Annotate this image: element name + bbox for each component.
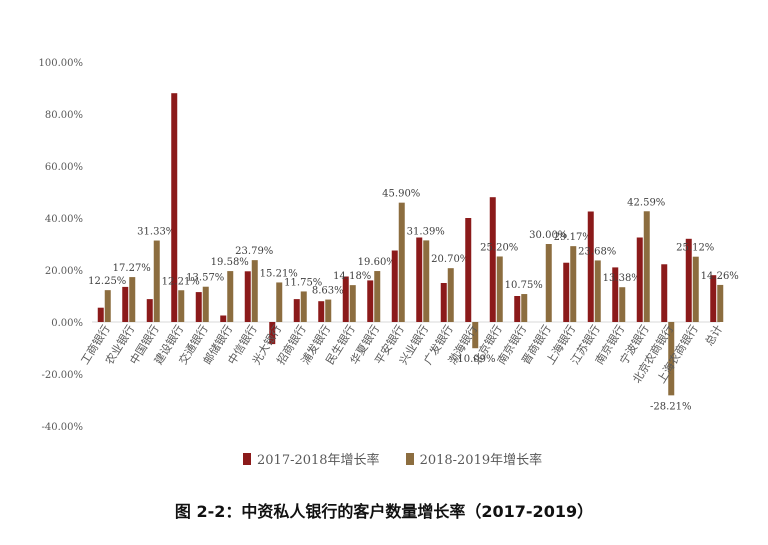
bar-series-2 xyxy=(668,322,675,396)
bar-series-1 xyxy=(563,262,570,322)
bar-series-1 xyxy=(146,299,153,322)
data-label: 15.21% xyxy=(260,268,298,279)
bar-series-1 xyxy=(122,286,129,322)
y-tick-label: -40.00% xyxy=(41,422,83,433)
legend-label-series-1: 2017-2018年增长率 xyxy=(257,453,380,468)
data-label: 8.63% xyxy=(312,286,344,297)
data-label: 19.58% xyxy=(211,257,249,268)
bar-series-1 xyxy=(269,322,276,345)
bar-series-2 xyxy=(129,277,136,322)
bar-series-1 xyxy=(391,250,398,322)
bar-chart: 100.00% 80.00% 60.00% 40.00% 20.00% 0.00% -20.… xyxy=(39,58,739,433)
bar-series-2 xyxy=(717,284,724,322)
data-label: 13.57% xyxy=(186,273,224,284)
legend-label-series-2: 2018-2019年增长率 xyxy=(419,453,543,468)
bar-series-2 xyxy=(202,286,209,322)
data-label: 29.17% xyxy=(554,232,592,243)
data-label: -10.09% xyxy=(454,354,496,365)
y-tick-label: 60.00% xyxy=(45,162,83,173)
data-label: 45.90% xyxy=(382,189,420,200)
data-label: 23.68% xyxy=(578,246,616,257)
data-label: 13.38% xyxy=(603,273,641,284)
data-label: 31.39% xyxy=(407,226,445,237)
bar-series-1 xyxy=(612,267,619,322)
bar-series-1 xyxy=(342,276,349,322)
bar-series-1 xyxy=(661,264,668,322)
data-label: 11.75% xyxy=(284,277,322,288)
category-label: 总计 xyxy=(702,322,726,348)
data-label: 31.33% xyxy=(137,227,175,238)
bar-series-2 xyxy=(447,268,454,322)
bar-series-1 xyxy=(710,275,717,322)
bar-series-2 xyxy=(251,260,258,322)
bar-series-1 xyxy=(367,280,374,322)
bar-series-1 xyxy=(195,292,202,322)
data-label: 30.00% xyxy=(529,230,567,241)
bar-series-2 xyxy=(594,260,601,322)
bar-series-2 xyxy=(276,282,283,322)
bar-series-2 xyxy=(398,202,405,322)
bar-series-2 xyxy=(472,322,479,349)
bar-series-1 xyxy=(244,271,251,322)
data-label: 14.26% xyxy=(701,271,739,282)
bar-series-1 xyxy=(220,315,227,322)
y-tick-label: 100.00% xyxy=(39,58,84,69)
bar-series-1 xyxy=(636,237,643,322)
bar-series-1 xyxy=(171,93,178,322)
bar-series-1 xyxy=(440,283,447,322)
bar-series-2 xyxy=(374,271,381,322)
y-tick-label: -20.00% xyxy=(41,370,83,381)
data-label: 12.21% xyxy=(162,276,200,287)
bar-series-2 xyxy=(300,291,307,322)
data-label: 20.70% xyxy=(431,254,469,265)
y-tick-label: 40.00% xyxy=(45,214,83,225)
data-label: 17.27% xyxy=(113,263,151,274)
data-label: 10.75% xyxy=(505,280,543,291)
bar-series-2 xyxy=(349,285,356,322)
bar-series-2 xyxy=(545,244,552,322)
data-label: 25.12% xyxy=(676,243,714,254)
bar-series-2 xyxy=(692,256,699,322)
data-label: -28.21% xyxy=(650,401,692,412)
bar-series-2 xyxy=(325,299,332,322)
legend-item-series-1: 2017-2018年增长率 xyxy=(243,449,380,468)
y-tick-label: 20.00% xyxy=(45,266,83,277)
data-label: 14.18% xyxy=(333,271,371,282)
bar-series-2 xyxy=(521,294,528,322)
figure-caption: 图 2-2：中资私人银行的客户数量增长率（2017-2019） xyxy=(174,502,594,521)
bar-series-1 xyxy=(318,301,325,322)
bar-series-2 xyxy=(496,256,503,322)
data-label: 25.20% xyxy=(480,242,518,253)
legend-swatch-series-1 xyxy=(243,452,251,465)
bar-series-2 xyxy=(570,246,577,322)
bar-series-1 xyxy=(514,296,521,322)
bar-series-2 xyxy=(153,240,160,322)
data-label: 23.79% xyxy=(235,246,273,257)
bar-series-1 xyxy=(293,299,300,322)
bar-series-2 xyxy=(227,271,234,322)
legend-item-series-2: 2018-2019年增长率 xyxy=(405,449,543,468)
y-tick-label: 80.00% xyxy=(45,110,83,121)
bar-series-1 xyxy=(489,197,496,322)
bar-series-2 xyxy=(423,240,430,322)
bar-series-2 xyxy=(643,211,650,322)
data-label: 12.25% xyxy=(88,276,126,287)
data-label: 19.60% xyxy=(358,257,396,268)
bar-series-1 xyxy=(416,237,423,322)
bar-series-2 xyxy=(178,290,185,322)
y-tick-label: 0.00% xyxy=(51,318,83,329)
bar-series-1 xyxy=(685,238,692,322)
bar-series-2 xyxy=(619,287,626,322)
bar-series-1 xyxy=(587,211,594,322)
data-label: 42.59% xyxy=(627,197,665,208)
bar-series-1 xyxy=(97,307,104,322)
bar-series-1 xyxy=(465,218,472,322)
bar-series-2 xyxy=(104,290,111,322)
legend-swatch-series-2 xyxy=(405,452,414,465)
legend: 2017-2018年增长率 2018-2019年增长率 xyxy=(243,449,542,468)
